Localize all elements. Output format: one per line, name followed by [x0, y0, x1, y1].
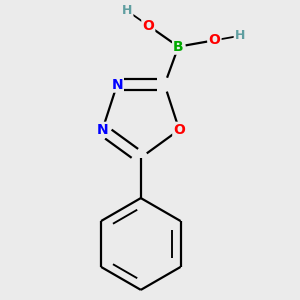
Text: B: B — [173, 40, 184, 54]
Text: H: H — [235, 29, 245, 42]
Text: O: O — [208, 33, 220, 47]
Text: H: H — [122, 4, 132, 17]
Text: O: O — [173, 123, 185, 137]
Text: N: N — [111, 78, 123, 92]
Text: N: N — [97, 123, 108, 137]
Text: O: O — [142, 19, 154, 33]
